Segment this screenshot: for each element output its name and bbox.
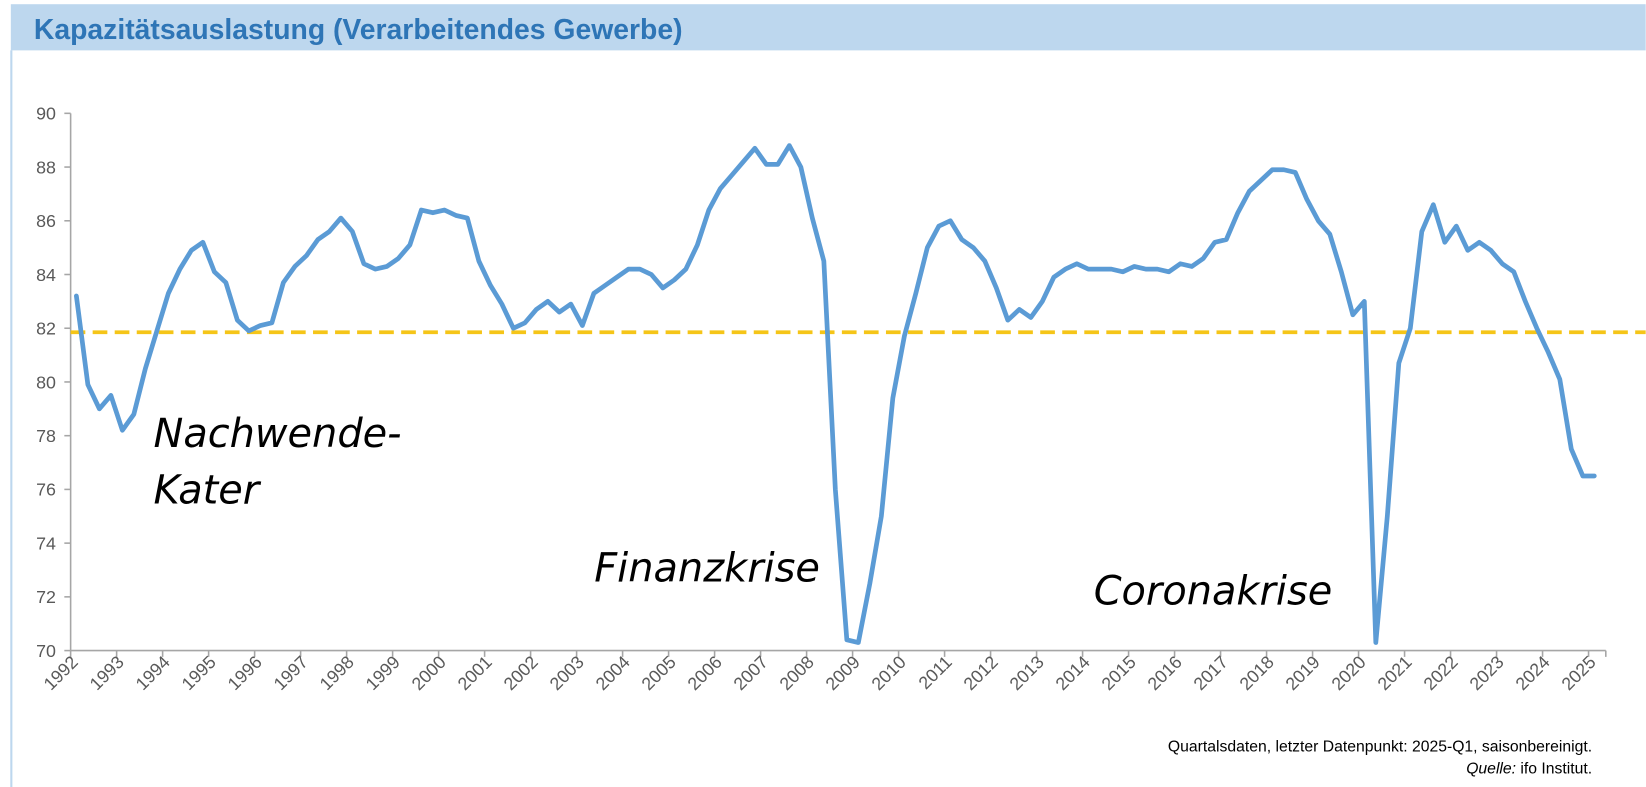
header-band: [10, 4, 1646, 51]
y-tick-label: 82: [36, 319, 56, 339]
source: Quelle: ifo Institut.: [1466, 760, 1592, 777]
annotation: Kater: [154, 468, 262, 514]
chart-title: Kapazitätsauslastung (Verarbeitendes Gew…: [34, 14, 683, 46]
footnote: Quartalsdaten, letzter Datenpunkt: 2025-…: [1168, 738, 1592, 755]
y-tick-label: 70: [36, 641, 56, 661]
y-tick-label: 84: [36, 265, 56, 285]
y-tick-label: 74: [36, 533, 56, 553]
annotation: Coronakrise: [1094, 568, 1333, 614]
y-tick-label: 76: [36, 480, 56, 500]
y-tick-label: 88: [36, 157, 56, 177]
annotation: Finanzkrise: [594, 545, 820, 591]
y-tick-label: 78: [36, 426, 56, 446]
y-tick-label: 86: [36, 211, 56, 231]
y-tick-label: 90: [36, 104, 56, 124]
data-line: [74, 143, 1597, 645]
y-tick-label: 80: [36, 372, 56, 392]
source-label: Quelle:: [1466, 760, 1516, 777]
source-text: ifo Institut.: [1516, 760, 1592, 777]
y-tick-label: 72: [36, 587, 56, 607]
annotation: Nachwende-: [154, 411, 402, 457]
